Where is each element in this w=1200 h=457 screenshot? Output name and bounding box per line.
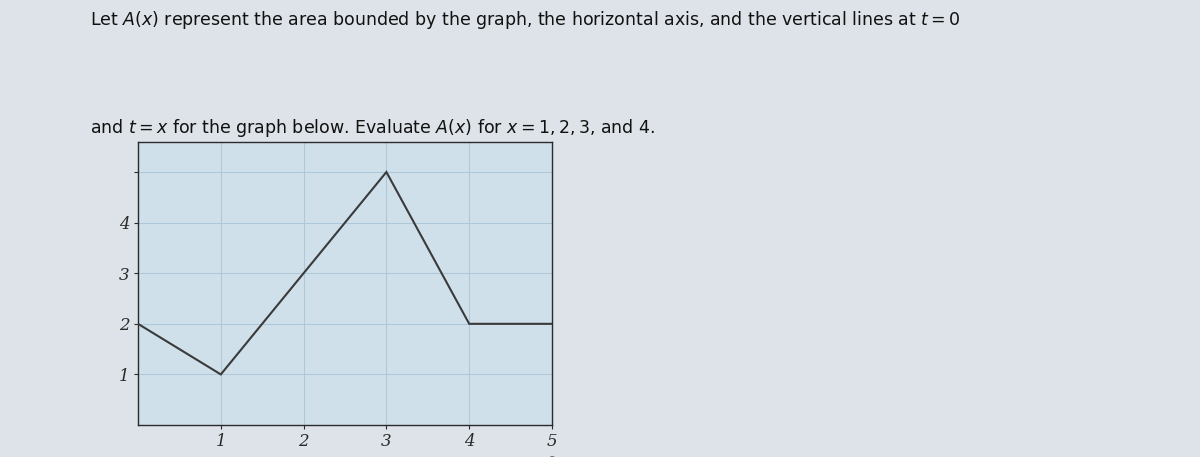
Text: a: a: [548, 453, 556, 457]
Text: Let $A(x)$ represent the area bounded by the graph, the horizontal axis, and the: Let $A(x)$ represent the area bounded by…: [90, 9, 961, 31]
Text: and $t = x$ for the graph below. Evaluate $A(x)$ for $x = 1, 2, 3$, and 4.: and $t = x$ for the graph below. Evaluat…: [90, 117, 655, 139]
